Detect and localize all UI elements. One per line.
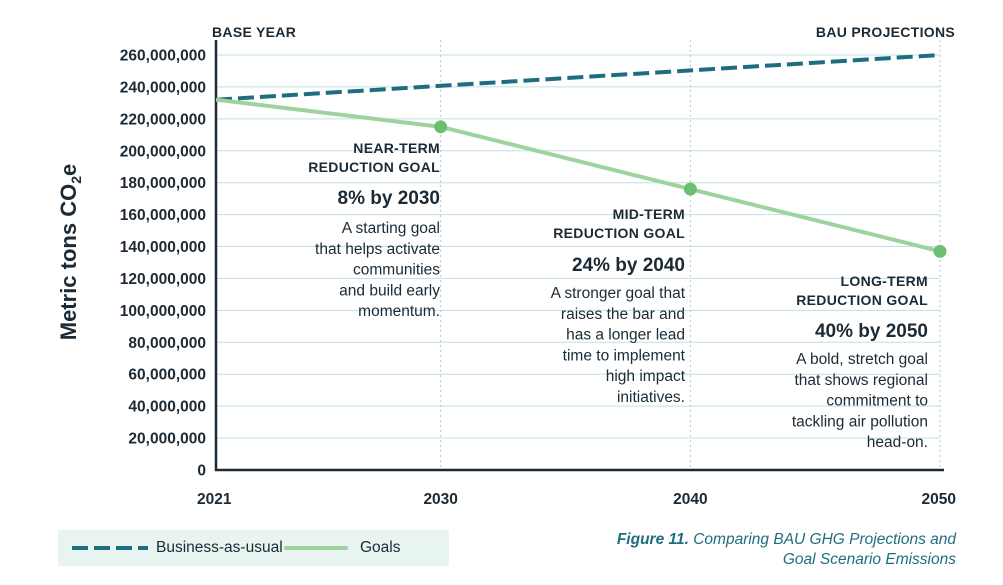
annotation-goal-2050: LONG-TERM REDUCTION GOAL 40% by 2050 A bold…: [792, 273, 928, 451]
caption-figure-number: Figure 11.: [616, 531, 689, 548]
y-tick-label: 180,000,000: [120, 175, 206, 192]
annotation-body-line: A stronger goal that: [551, 285, 686, 302]
annotation-body-line: commitment to: [826, 393, 928, 410]
bau-projections-label: BAU PROJECTIONS: [816, 24, 955, 40]
annotation-goal-2040: MID-TERM REDUCTION GOAL 24% by 2040 A stron…: [551, 206, 686, 406]
y-tick-label: 160,000,000: [120, 207, 206, 224]
figure-caption: Figure 11. Comparing BAU GHG Projections…: [617, 530, 956, 570]
base-year-label: BASE YEAR: [212, 24, 296, 40]
y-tick-label: 240,000,000: [120, 79, 206, 96]
legend: Business-as-usual Goals: [58, 530, 449, 566]
y-tick-label: 20,000,000: [128, 431, 206, 448]
legend-solid-swatch: [284, 546, 348, 550]
annotation-body-line: has a longer lead: [566, 327, 685, 344]
annotation-body-line: momentum.: [358, 303, 440, 320]
annotation-percent: 8% by 2030: [338, 188, 440, 209]
y-tick-label: 220,000,000: [120, 111, 206, 128]
y-tick-label: 40,000,000: [128, 399, 206, 416]
y-axis-title-subscript: 2: [68, 176, 84, 184]
annotation-body-line: time to implement: [563, 347, 686, 364]
annotation-heading: REDUCTION GOAL: [553, 225, 685, 241]
y-axis-title-suffix: e: [56, 164, 81, 176]
y-tick-label: 260,000,000: [120, 48, 206, 65]
annotation-percent: 24% by 2040: [572, 255, 685, 276]
y-tick-label: 140,000,000: [120, 239, 206, 256]
annotation-body-line: and build early: [339, 282, 440, 299]
y-tick-label: 0: [197, 463, 206, 480]
axes: [214, 40, 944, 472]
annotation-goal-2030: NEAR-TERM REDUCTION GOAL 8% by 2030 A start…: [308, 140, 440, 320]
annotation-percent: 40% by 2050: [815, 321, 928, 342]
annotation-body-line: that helps activate: [315, 241, 440, 258]
y-tick-label: 120,000,000: [120, 271, 206, 288]
caption-text-1: Comparing BAU GHG Projections and: [693, 531, 956, 548]
annotation-body-line: initiatives.: [617, 389, 685, 406]
legend-item-bau: Business-as-usual: [72, 530, 283, 566]
legend-dashed-swatch: [72, 546, 148, 550]
emissions-chart: 0 20,000,000 40,000,000 60,000,000 80,000,00…: [56, 24, 956, 508]
annotation-body-line: high impact: [606, 368, 686, 385]
y-axis-title: Metric tons CO2e: [56, 164, 84, 341]
annotation-heading: REDUCTION GOAL: [796, 292, 928, 308]
annotation-body-line: A bold, stretch goal: [796, 351, 928, 368]
goals-series-line: [215, 97, 941, 254]
annotation-heading: LONG-TERM: [841, 273, 928, 289]
bau-series-line: [215, 53, 941, 102]
series-layer: [215, 53, 947, 258]
annotation-body-line: raises the bar and: [561, 306, 685, 323]
y-tick-label: 100,000,000: [120, 303, 206, 320]
annotation-heading: MID-TERM: [613, 206, 685, 222]
x-tick-label: 2050: [922, 491, 956, 508]
y-axis-title-main: Metric tons CO: [56, 184, 81, 340]
annotation-heading: NEAR-TERM: [353, 140, 440, 156]
annotation-body-line: head-on.: [867, 434, 928, 451]
annotation-heading: REDUCTION GOAL: [308, 159, 440, 175]
annotation-body-line: that shows regional: [794, 372, 928, 389]
x-tick-label: 2021: [197, 491, 232, 508]
y-tick-label: 60,000,000: [128, 367, 206, 384]
annotation-body-line: tackling air pollution: [792, 413, 928, 430]
annotation-body-line: A starting goal: [342, 220, 440, 237]
y-tick-label: 80,000,000: [128, 335, 206, 352]
x-tick-label: 2030: [423, 491, 457, 508]
x-tick-label: 2040: [673, 491, 707, 508]
goals-point: [434, 120, 448, 134]
caption-line-2: Goal Scenario Emissions: [782, 551, 956, 568]
annotation-body-line: communities: [353, 262, 440, 279]
goals-point: [933, 244, 947, 258]
legend-item-goals: Goals: [284, 530, 401, 566]
labels-layer: 0 20,000,000 40,000,000 60,000,000 80,000,00…: [56, 24, 956, 508]
caption-line-1: Figure 11. Comparing BAU GHG Projections…: [617, 530, 956, 550]
y-tick-label: 200,000,000: [120, 143, 206, 160]
legend-label-goals: Goals: [360, 539, 401, 556]
goals-point: [683, 182, 697, 196]
legend-label-bau: Business-as-usual: [156, 539, 283, 556]
